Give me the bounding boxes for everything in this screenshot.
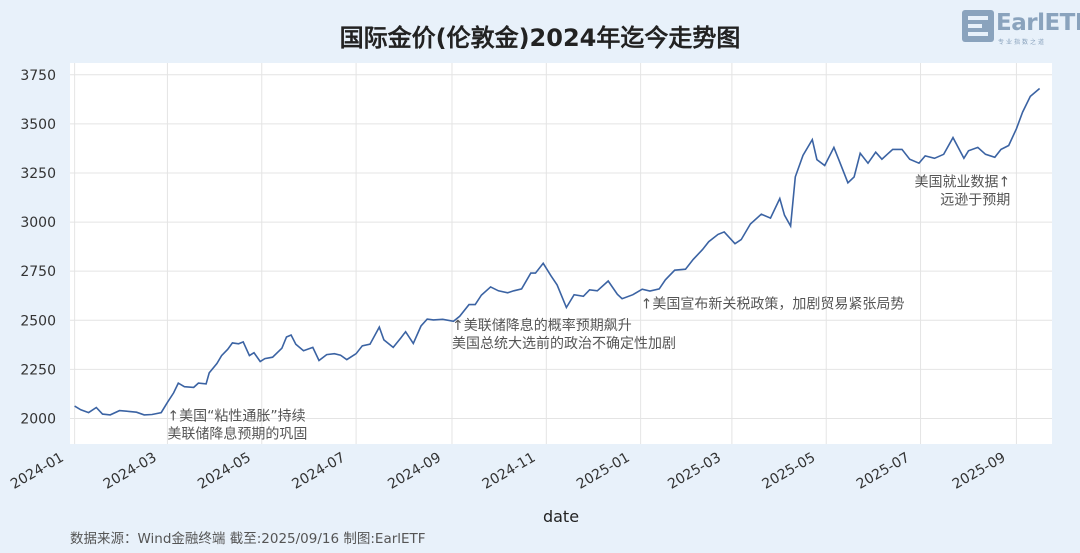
y-tick-label: 3500 [20,117,56,133]
x-tick-label: 2024-07 [289,450,348,493]
x-tick-label: 2025-09 [950,450,1009,493]
gridlines [70,63,1052,444]
series-line-gold-price [74,87,1041,416]
x-tick-label: 2025-05 [760,450,819,493]
annotation-text: ↑美联储降息的概率预期飙升 [452,317,632,334]
annotation-text: ↑美国宣布新关税政策，加剧贸易紧张局势 [641,295,905,312]
x-tick-label: 2025-03 [665,450,724,493]
x-axis-label: date [543,507,579,526]
y-tick-label: 2000 [20,411,56,427]
logo-mark-icon [962,10,994,42]
logo-text: EarlETF [996,10,1080,36]
y-tick-label: 2500 [20,313,56,329]
y-tick-label: 3000 [20,215,56,231]
x-tick-label: 2024-05 [195,450,254,493]
x-tick-label: 2024-01 [8,450,67,493]
y-axis-ticks: 2000 2250 2500 2750 3000 3250 3500 3750 [20,68,56,428]
source-note: 数据来源：Wind金融终端 截至:2025/09/16 制图:EarlETF [70,531,426,547]
x-tick-label: 2025-07 [854,450,913,493]
x-axis-ticks: 2024-01 2024-03 2024-05 2024-07 2024-09 2024-… [8,450,1008,493]
annotation-text: 美国就业数据↑ [915,175,1011,191]
plot-area [70,63,1052,444]
y-tick-label: 2250 [20,362,56,378]
logo-subtitle: 专业指数之道 [998,39,1047,46]
y-tick-label: 3750 [20,68,56,84]
x-tick-label: 2024-11 [480,450,539,493]
earletf-logo: EarlETF 专业指数之道 [962,8,1080,46]
y-tick-label: 3250 [20,166,56,182]
x-tick-label: 2024-03 [101,450,160,493]
annotation-text: 美联储降息预期的巩固 [167,425,307,442]
x-tick-label: 2024-09 [385,450,444,493]
annotation-text: ↑美国“粘性通胀”持续 [167,407,305,424]
y-tick-label: 2750 [20,264,56,280]
x-tick-label: 2025-01 [574,450,633,493]
annotation-text: 远逊于预期 [940,193,1010,209]
chart-title: 国际金价(伦敦金)2024年迄今走势图 [339,24,741,52]
annotation-text: 美国总统大选前的政治不确定性加剧 [452,335,676,352]
